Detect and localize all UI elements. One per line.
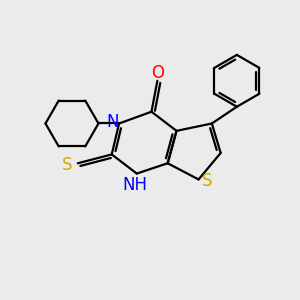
Text: S: S (62, 156, 73, 174)
Text: N: N (106, 113, 119, 131)
Text: NH: NH (123, 176, 148, 194)
Text: S: S (202, 172, 212, 190)
Text: O: O (152, 64, 164, 82)
